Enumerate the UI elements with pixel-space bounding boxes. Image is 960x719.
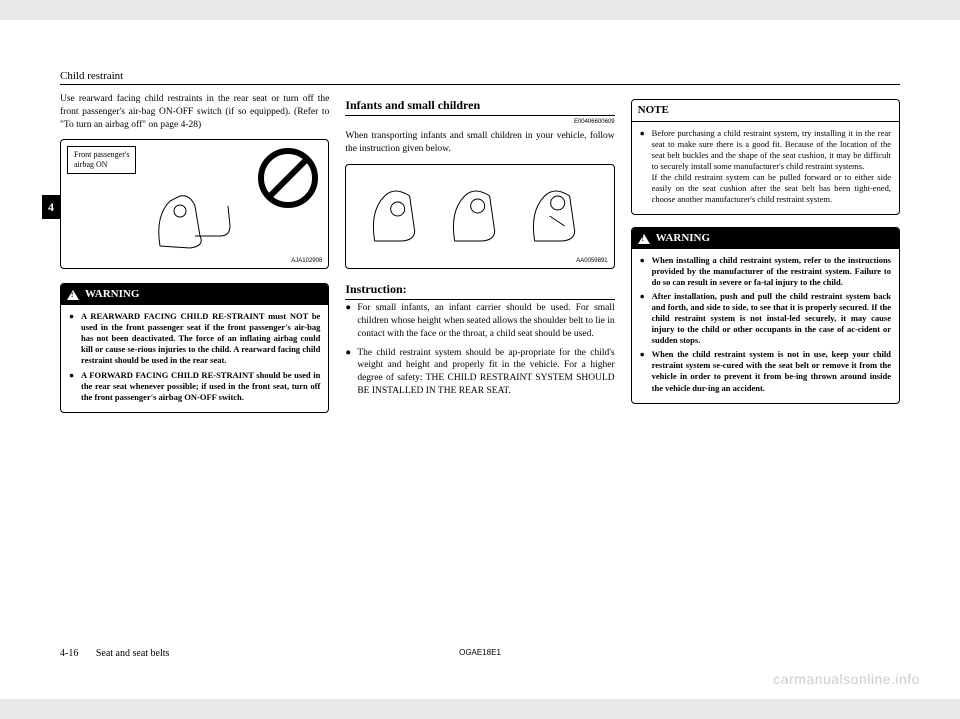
callout-line1: Front passenger's [74, 150, 129, 159]
figure-infants: AA0059891 [345, 164, 614, 269]
note-label: NOTE [638, 103, 669, 118]
column-3: NOTE Before purchasing a child restraint… [631, 93, 900, 583]
note-header: NOTE [632, 100, 899, 122]
footer-page: 4-16 [60, 648, 78, 659]
instruction-item: The child restraint system should be ap-… [345, 347, 614, 398]
child-seat-sketch [150, 186, 240, 256]
warning-item: A REARWARD FACING CHILD RE-STRAINT must … [69, 311, 320, 366]
watermark: carmanualsonline.info [773, 671, 920, 687]
warning-header: WARNING [61, 284, 328, 305]
footer-section: Seat and seat belts [96, 648, 170, 659]
col2-intro: When transporting infants and small chil… [345, 130, 614, 156]
figure-id: AJA102908 [291, 257, 322, 265]
warning-body: A REARWARD FACING CHILD RE-STRAINT must … [61, 305, 328, 411]
page-header: Child restraint [60, 70, 900, 85]
column-2: Infants and small children E00406600609 … [345, 93, 614, 583]
instruction-body: For small infants, an infant carrier sho… [345, 302, 614, 404]
note-item: Before purchasing a child restraint syst… [640, 128, 891, 205]
prohibit-icon [258, 148, 318, 208]
note-body: Before purchasing a child restraint syst… [632, 122, 899, 214]
figure-callout: Front passenger's airbag ON [67, 146, 136, 173]
column-1: Use rearward facing child restraints in … [60, 93, 329, 583]
warning-item: A FORWARD FACING CHILD RE-STRAINT should… [69, 370, 320, 403]
col1-intro: Use rearward facing child restraints in … [60, 93, 329, 131]
warning-item: When installing a child restraint system… [640, 255, 891, 288]
warning-icon [67, 290, 79, 300]
footer-code: OGAE18E1 [459, 648, 501, 657]
section-title-infants: Infants and small children [345, 97, 614, 116]
instruction-item: For small infants, an infant carrier sho… [345, 302, 614, 340]
warning-icon [638, 234, 650, 244]
content-columns: Use rearward facing child restraints in … [60, 93, 900, 583]
warning-header: WARNING [632, 228, 899, 249]
warning-body: When installing a child restraint system… [632, 249, 899, 403]
warning-label: WARNING [85, 287, 139, 302]
manual-page: Child restraint 4 Use rearward facing ch… [0, 20, 960, 699]
header-title: Child restraint [60, 70, 123, 82]
warning-label: WARNING [656, 231, 710, 246]
infants-sketch [352, 171, 607, 256]
warning-item: After installation, push and pull the ch… [640, 291, 891, 346]
figure-airbag-warning: Front passenger's airbag ON AJA102908 [60, 139, 329, 269]
instruction-title: Instruction: [345, 281, 614, 300]
warning-box-1: WARNING A REARWARD FACING CHILD RE-STRAI… [60, 283, 329, 412]
note-box: NOTE Before purchasing a child restraint… [631, 99, 900, 215]
figure-id: AA0059891 [576, 257, 607, 265]
warning-box-2: WARNING When installing a child restrain… [631, 227, 900, 403]
chapter-tab: 4 [42, 195, 60, 219]
doc-id: E00406600609 [345, 118, 614, 126]
page-footer: 4-16 Seat and seat belts OGAE18E1 [60, 648, 900, 659]
callout-line2: airbag ON [74, 160, 108, 169]
warning-item: When the child restraint system is not i… [640, 349, 891, 393]
